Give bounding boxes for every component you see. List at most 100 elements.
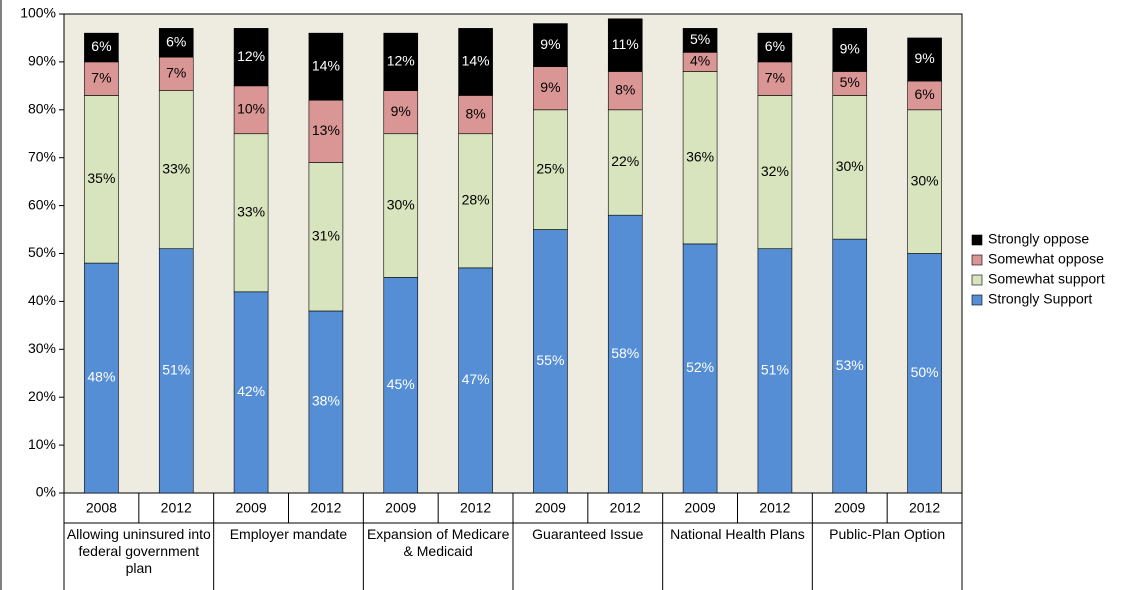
bar-segment <box>832 95 868 240</box>
group-label: Expansion of Medicare & Medicaid <box>366 526 510 559</box>
x-tick-label: 2009 <box>385 500 416 516</box>
y-tick-label: 10% <box>28 436 56 452</box>
x-tick-label: 2012 <box>161 500 192 516</box>
value-label: 22% <box>611 153 639 169</box>
y-tick-label: 30% <box>28 340 56 356</box>
value-label: 6% <box>765 38 785 54</box>
value-label: 14% <box>462 53 490 69</box>
value-label: 30% <box>836 158 864 174</box>
x-tick-label: 2008 <box>86 500 117 516</box>
bar-segment <box>607 71 643 111</box>
value-label: 45% <box>387 376 415 392</box>
bar-segment <box>907 80 942 111</box>
bar-segment <box>757 95 793 250</box>
legend-label: Strongly Support <box>988 291 1092 307</box>
y-tick-label: 90% <box>28 53 56 69</box>
group-label: Public-Plan Option <box>829 526 946 542</box>
bar-segment <box>84 61 119 96</box>
value-label: 9% <box>914 50 934 66</box>
bar-segment <box>607 214 643 494</box>
x-tick-label: 2012 <box>310 500 341 516</box>
value-label: 11% <box>612 36 639 52</box>
value-label: 48% <box>87 369 115 385</box>
value-label: 30% <box>911 172 939 188</box>
value-label: 7% <box>166 65 186 81</box>
value-label: 53% <box>836 357 864 373</box>
value-label: 4% <box>690 53 710 69</box>
bar-segment <box>533 66 568 111</box>
bar-segment <box>533 229 568 494</box>
value-label: 13% <box>312 122 340 138</box>
value-label: 50% <box>911 364 939 380</box>
value-label: 5% <box>690 31 710 47</box>
x-tick-label: 2009 <box>535 500 566 516</box>
group-label: National Health Plans <box>670 526 805 542</box>
value-label: 25% <box>536 160 564 176</box>
group-label: Employer mandate <box>229 526 348 542</box>
y-tick-label: 0% <box>36 484 56 500</box>
value-label: 6% <box>166 33 186 49</box>
legend-label: Somewhat oppose <box>988 251 1104 267</box>
x-tick-label: 2009 <box>685 500 716 516</box>
bar-segment <box>233 85 269 135</box>
bar-segment <box>458 28 493 96</box>
value-label: 51% <box>761 362 789 378</box>
value-label: 8% <box>615 81 635 97</box>
value-label: 30% <box>387 196 415 212</box>
value-label: 31% <box>312 227 340 243</box>
bar-segment <box>158 28 194 58</box>
value-label: 6% <box>914 86 934 102</box>
bar-segment <box>233 133 269 293</box>
value-label: 10% <box>237 101 265 117</box>
y-tick-label: 100% <box>20 5 56 21</box>
legend-label: Strongly oppose <box>988 231 1089 247</box>
bar-segment <box>533 109 568 230</box>
bar-segment <box>607 109 643 216</box>
value-label: 9% <box>540 36 560 52</box>
value-label: 6% <box>91 38 111 54</box>
value-label: 32% <box>761 163 789 179</box>
bar-segment <box>907 37 942 82</box>
value-label: 5% <box>840 74 860 90</box>
x-tick-label: 2009 <box>236 500 267 516</box>
bar-segment <box>757 32 793 63</box>
value-label: 35% <box>87 170 115 186</box>
value-label: 9% <box>540 79 560 95</box>
y-tick-label: 40% <box>28 292 56 308</box>
bar-segment <box>832 238 868 494</box>
bar-segment <box>158 248 194 494</box>
value-label: 51% <box>162 362 190 378</box>
value-label: 47% <box>462 371 490 387</box>
legend-label: Somewhat support <box>988 271 1105 287</box>
value-label: 7% <box>91 69 111 85</box>
bar-segment <box>832 28 868 72</box>
bar-segment <box>682 243 718 494</box>
x-tick-label: 2009 <box>834 500 865 516</box>
bar-segment <box>383 90 419 135</box>
plot-area <box>63 13 963 494</box>
value-label: 12% <box>387 53 415 69</box>
bar-segment <box>308 310 344 494</box>
bar-segment <box>458 133 493 269</box>
bar-segment <box>383 32 419 91</box>
group-label: Guaranteed Issue <box>532 526 644 542</box>
legend-swatch <box>971 234 983 246</box>
group-label: Allowing uninsured into federal governme… <box>66 526 211 576</box>
bar-segment <box>233 291 269 494</box>
bar-segment <box>907 109 942 254</box>
bar-segment <box>907 253 942 494</box>
bar-segment <box>84 95 119 264</box>
value-label: 8% <box>465 105 485 121</box>
bar-segment <box>233 28 269 87</box>
bar-segment <box>308 99 344 163</box>
value-label: 12% <box>237 48 265 64</box>
value-label: 28% <box>462 192 490 208</box>
legend-swatch <box>971 274 983 286</box>
value-label: 7% <box>765 69 785 85</box>
bar-segment <box>84 32 119 63</box>
bar-segment <box>308 32 344 101</box>
x-tick-label: 2012 <box>460 500 491 516</box>
bar-segment <box>757 248 793 494</box>
